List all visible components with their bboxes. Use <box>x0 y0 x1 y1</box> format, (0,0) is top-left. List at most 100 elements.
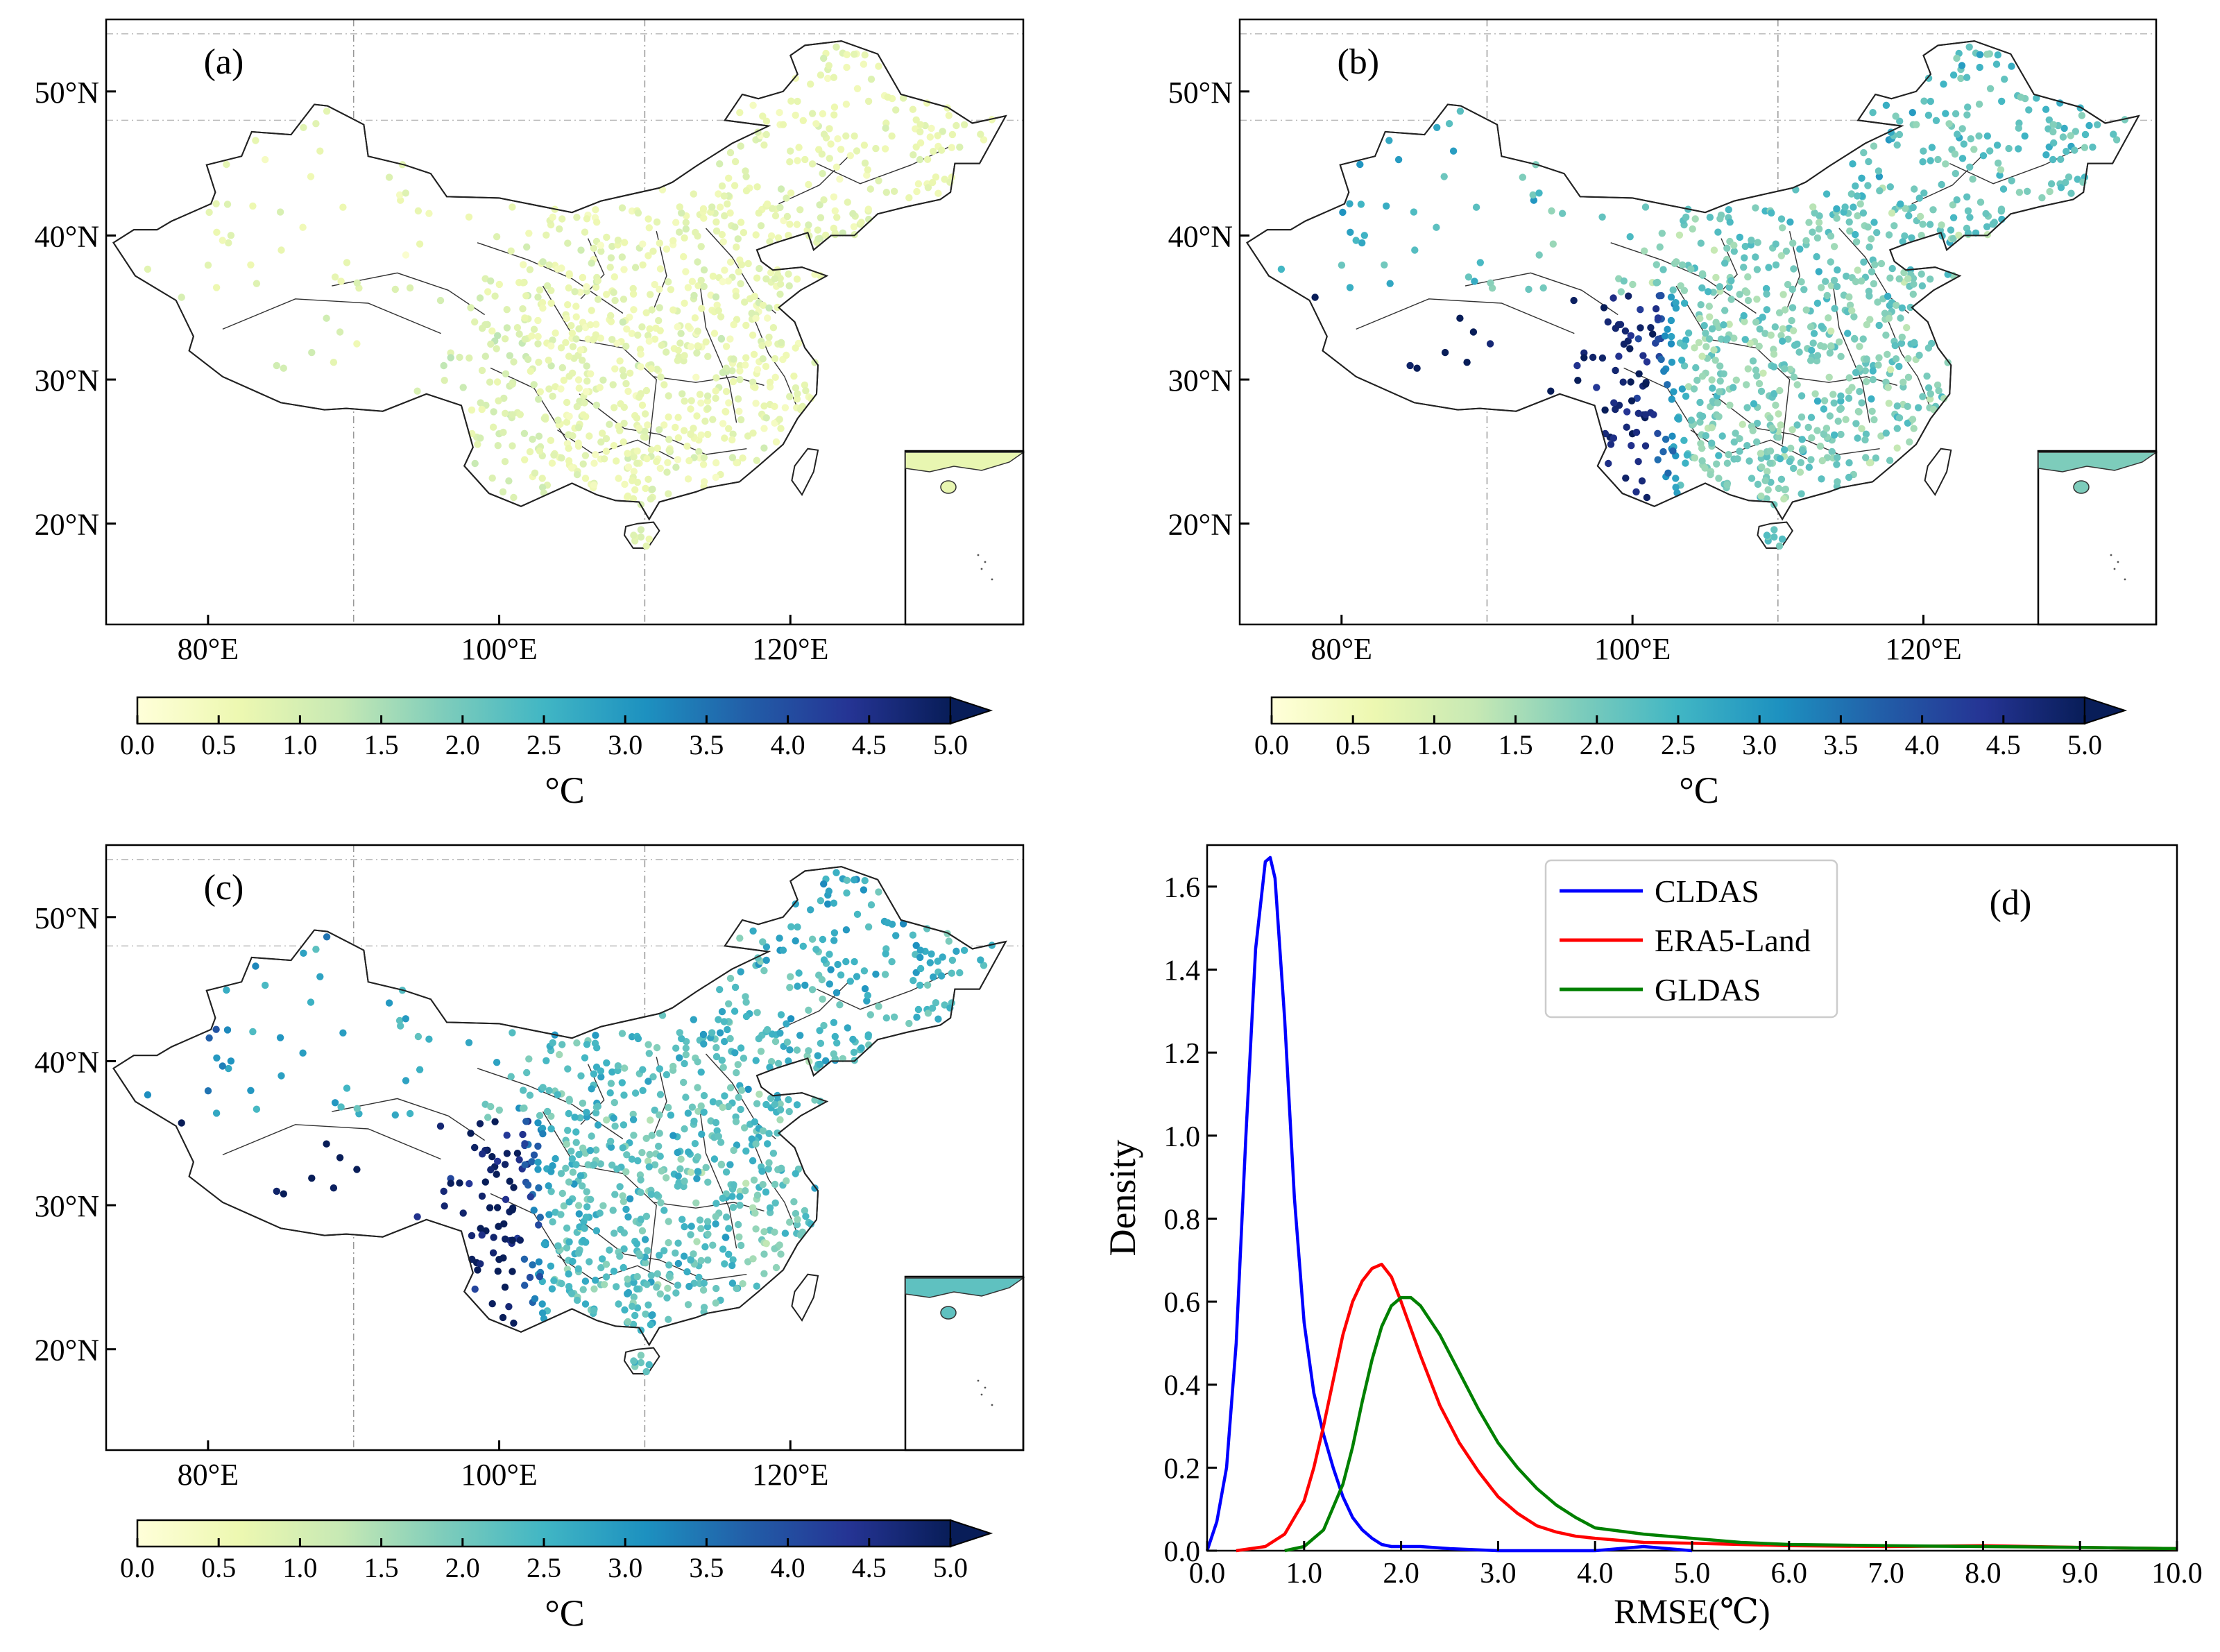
station-point <box>637 390 644 398</box>
station-point <box>657 373 665 381</box>
station-point <box>1656 243 1664 251</box>
station-point <box>1919 158 1927 166</box>
station-point <box>672 1044 680 1052</box>
station-point <box>819 110 827 118</box>
station-point <box>1898 304 1906 312</box>
station-point <box>712 1053 721 1061</box>
station-point <box>1749 357 1757 365</box>
station-point <box>1869 109 1877 117</box>
station-point <box>633 1240 641 1247</box>
station-point <box>655 316 663 325</box>
station-point <box>771 402 778 410</box>
station-point <box>539 258 547 266</box>
station-point <box>1807 414 1816 421</box>
station-point <box>1741 254 1748 262</box>
station-point <box>623 325 631 333</box>
station-point <box>1740 312 1748 320</box>
station-point <box>630 1293 638 1301</box>
station-point <box>1358 239 1366 247</box>
station-point <box>1854 212 1861 220</box>
station-point <box>1691 215 1699 223</box>
station-point <box>715 1016 722 1023</box>
station-point <box>1933 381 1942 389</box>
station-point <box>799 942 808 951</box>
x-tick-label: 7.0 <box>1868 1558 1904 1590</box>
station-point <box>592 451 599 459</box>
station-point <box>1698 284 1706 292</box>
station-point <box>1664 325 1671 333</box>
station-point <box>812 120 820 128</box>
station-point <box>509 1029 516 1037</box>
station-point <box>1687 416 1696 424</box>
station-point <box>227 232 235 239</box>
station-point <box>1869 367 1877 375</box>
station-point <box>1885 314 1893 322</box>
station-point <box>1723 481 1731 489</box>
station-point <box>697 1225 705 1233</box>
station-point <box>674 1148 681 1157</box>
station-point <box>699 1286 708 1294</box>
station-point <box>733 1284 740 1293</box>
station-point <box>516 1236 524 1244</box>
map-frame <box>1238 18 2158 626</box>
station-point <box>729 1256 737 1263</box>
station-point <box>535 395 543 403</box>
station-point <box>934 1015 942 1023</box>
station-point <box>647 495 655 503</box>
colorbar-tick-label: 1.5 <box>364 729 399 760</box>
station-point <box>2045 116 2053 124</box>
station-point <box>1913 121 1920 128</box>
station-point <box>759 1127 767 1135</box>
station-point <box>832 869 840 877</box>
station-point <box>564 239 572 247</box>
station-point <box>687 405 694 413</box>
station-point <box>977 956 984 964</box>
station-point <box>744 1085 752 1093</box>
station-point <box>592 1146 600 1154</box>
station-point <box>710 330 719 337</box>
station-point <box>656 265 665 273</box>
station-point <box>867 76 876 83</box>
station-point <box>610 1098 618 1107</box>
station-point <box>502 1195 510 1204</box>
station-point <box>1904 402 1911 410</box>
station-point <box>1807 323 1815 331</box>
station-point <box>913 1013 921 1021</box>
station-point <box>509 203 516 211</box>
station-point <box>1975 101 1983 108</box>
station-point <box>781 404 789 411</box>
y-tick-label: 1.2 <box>1164 1038 1201 1070</box>
station-point <box>718 230 726 239</box>
station-point <box>709 1098 717 1106</box>
colorbar-tick-label: 1.0 <box>282 1552 317 1583</box>
colorbar-tick-label: 4.5 <box>852 729 887 760</box>
station-point <box>1726 219 1734 226</box>
maps-layer: (a)50°N40°N30°N20°N80°E 100°E 120°E0.0 0.5 1… <box>35 18 2158 1634</box>
station-point <box>737 968 744 976</box>
colorbar-tick-label: 4.0 <box>771 1552 805 1583</box>
station-point <box>647 291 654 298</box>
station-point <box>1862 454 1870 461</box>
station-point <box>817 1060 824 1068</box>
station-point <box>1813 427 1821 434</box>
station-point <box>1865 157 1872 166</box>
station-point <box>692 373 700 381</box>
colorbar-extend-arrow <box>950 696 993 725</box>
station-point <box>1831 305 1838 312</box>
station-point <box>538 1300 546 1308</box>
province-boundary <box>752 314 799 409</box>
station-point <box>1882 429 1890 437</box>
station-point <box>833 214 841 221</box>
station-point <box>977 130 984 138</box>
station-point <box>1750 400 1758 408</box>
station-point <box>622 1205 630 1214</box>
station-point <box>693 349 701 357</box>
station-point <box>1809 339 1817 347</box>
station-point <box>676 228 683 236</box>
station-point <box>1893 425 1901 432</box>
station-point <box>1713 460 1720 468</box>
station-point <box>413 387 421 395</box>
station-point <box>721 1037 728 1046</box>
station-point <box>842 926 851 934</box>
station-point <box>1920 189 1928 197</box>
